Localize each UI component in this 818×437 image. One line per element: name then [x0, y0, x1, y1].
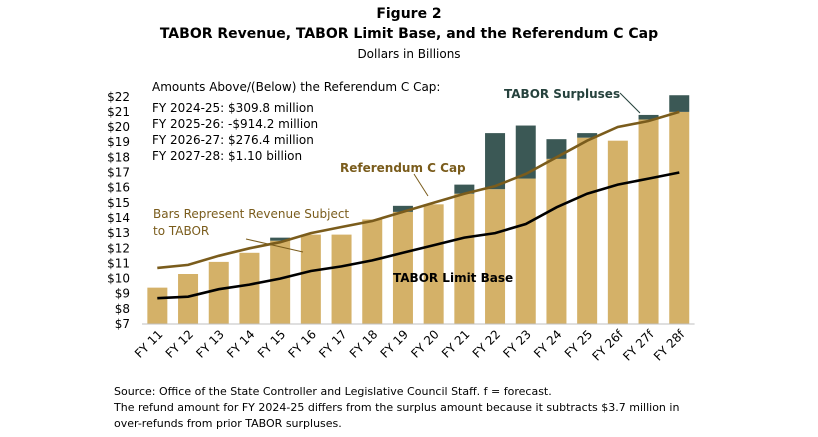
- surplus-bar: [515, 125, 536, 179]
- chart-title: TABOR Revenue, TABOR Limit Base, and the…: [159, 26, 659, 42]
- footer-source: Source: Office of the State Controller a…: [114, 385, 552, 398]
- revenue-bar: [270, 240, 291, 324]
- chart-svg: $7$8$9$10$11$12$13$14$15$16$17$18$19$20$…: [107, 80, 695, 364]
- x-tick-label: FY 18: [347, 327, 380, 360]
- surplus-bar: [392, 205, 413, 212]
- x-tick-label: FY 22: [470, 327, 503, 360]
- bars-annotation-leader: [245, 238, 304, 253]
- y-tick-label: $19: [107, 135, 130, 149]
- tabor-limit-base-line: [157, 171, 680, 300]
- notes-line: FY 2026-27: $276.4 million: [152, 133, 314, 147]
- y-tick-label: $22: [107, 90, 130, 104]
- x-tick-label: FY 17: [316, 327, 349, 360]
- y-tick-label: $9: [115, 287, 130, 301]
- surplus-bar: [577, 133, 598, 138]
- y-tick-label: $7: [115, 317, 130, 331]
- footer-note-line-2: over-refunds from prior TABOR surpluses.: [114, 417, 342, 430]
- revenue-bar: [178, 274, 199, 324]
- x-tick-label: FY 24: [531, 327, 564, 360]
- revenue-bar: [147, 287, 168, 324]
- revenue-bar: [546, 158, 567, 324]
- x-tick-label: FY 20: [408, 327, 441, 360]
- referendum-c-cap-leader: [413, 173, 429, 197]
- notes-line: FY 2024-25: $309.8 million: [152, 101, 314, 115]
- bars-annotation-line-2: to TABOR: [153, 224, 209, 238]
- x-tick-label: FY 16: [286, 327, 319, 360]
- x-tick-label: FY 15: [255, 327, 288, 360]
- x-tick-label: FY 27f: [620, 327, 657, 364]
- surplus-bar: [669, 95, 690, 112]
- referendum-c-cap-label: Referendum C Cap: [340, 161, 466, 175]
- bars-annotation-line-1: Bars Represent Revenue Subject: [153, 207, 349, 221]
- x-tick-label: FY 13: [193, 327, 226, 360]
- surplus-bar: [485, 133, 506, 190]
- x-tick-label: FY 26f: [590, 327, 627, 364]
- x-tick-label: FY 12: [163, 327, 196, 360]
- surplus-bar: [638, 114, 659, 120]
- x-tick-label: FY 11: [132, 327, 165, 360]
- tabor-surpluses-label: TABOR Surpluses: [504, 87, 620, 101]
- revenue-bar: [638, 119, 659, 324]
- y-tick-label: $20: [107, 120, 130, 134]
- revenue-bar: [454, 193, 475, 324]
- revenue-bar: [607, 140, 628, 324]
- y-tick-label: $18: [107, 150, 130, 164]
- footer-note-line-1: The refund amount for FY 2024-25 differs…: [114, 401, 680, 414]
- x-tick-label: FY 19: [378, 327, 411, 360]
- referendum-c-cap-line: [157, 110, 680, 270]
- revenue-bar: [300, 234, 321, 324]
- y-tick-label: $13: [107, 226, 130, 240]
- y-tick-label: $16: [107, 181, 130, 195]
- x-tick-label: FY 14: [224, 327, 257, 360]
- revenue-bar: [331, 234, 352, 324]
- figure-label: Figure 2: [376, 6, 442, 22]
- y-tick-label: $11: [107, 256, 130, 270]
- revenue-bar: [485, 189, 506, 324]
- notes-line: FY 2027-28: $1.10 billion: [152, 149, 302, 163]
- x-tick-label: FY 23: [500, 327, 533, 360]
- revenue-bar: [669, 111, 690, 325]
- tabor-surpluses-leader: [619, 92, 641, 114]
- y-tick-label: $21: [107, 105, 130, 119]
- y-tick-label: $14: [107, 211, 130, 225]
- surplus-bar: [454, 184, 475, 194]
- y-tick-label: $15: [107, 196, 130, 210]
- tabor-limit-base-label: TABOR Limit Base: [393, 271, 513, 285]
- notes-header: Amounts Above/(Below) the Referendum C C…: [152, 80, 440, 94]
- y-tick-label: $17: [107, 166, 130, 180]
- chart-subtitle: Dollars in Billions: [357, 47, 461, 61]
- revenue-bar: [239, 252, 260, 324]
- y-tick-label: $8: [115, 302, 130, 316]
- surplus-bar: [270, 237, 291, 241]
- revenue-bar: [208, 261, 229, 324]
- y-tick-label: $12: [107, 241, 130, 255]
- revenue-bar: [392, 211, 413, 324]
- revenue-bar: [577, 137, 598, 324]
- revenue-bar: [515, 178, 536, 324]
- y-tick-label: $10: [107, 272, 130, 286]
- x-tick-label: FY 21: [439, 327, 472, 360]
- x-tick-label: FY 28f: [651, 327, 688, 364]
- revenue-bar: [423, 204, 444, 324]
- revenue-bar: [362, 219, 383, 324]
- notes-line: FY 2025-26: -$914.2 million: [152, 117, 318, 131]
